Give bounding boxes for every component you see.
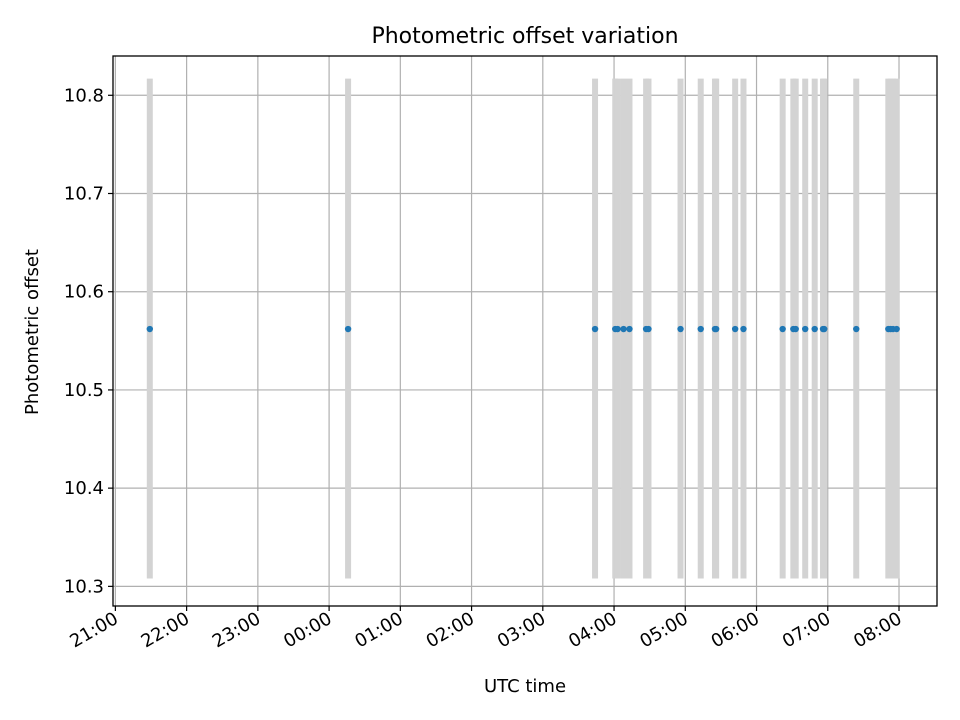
y-tick-label: 10.7 [64, 184, 104, 205]
plot-frame [112, 55, 938, 607]
y-tick-label: 10.8 [64, 85, 104, 106]
data-point [146, 325, 154, 333]
point-layer [146, 325, 900, 333]
data-point [853, 325, 860, 333]
y-tick-label: 10.4 [64, 478, 104, 499]
y-tick-label: 10.5 [64, 380, 104, 401]
data-point [697, 325, 704, 333]
data-point [712, 325, 720, 333]
data-point [645, 325, 652, 333]
data-point [626, 325, 633, 333]
data-point [792, 325, 799, 333]
data-point [802, 325, 809, 333]
y-tick-label: 10.6 [64, 282, 104, 303]
data-point [614, 325, 621, 333]
data-point [893, 325, 900, 333]
data-point [731, 325, 739, 333]
data-point [591, 325, 599, 333]
data-point [821, 325, 828, 333]
x-axis-label: UTC time [484, 676, 566, 697]
data-point [779, 325, 786, 333]
data-point [811, 325, 818, 333]
data-point [740, 325, 747, 333]
y-tick-label: 10.3 [64, 576, 104, 597]
chart-title: Photometric offset variation [371, 24, 678, 49]
data-point [344, 325, 352, 333]
y-axis-label: Photometric offset [22, 249, 43, 415]
data-point [620, 325, 627, 333]
data-point [677, 325, 684, 333]
